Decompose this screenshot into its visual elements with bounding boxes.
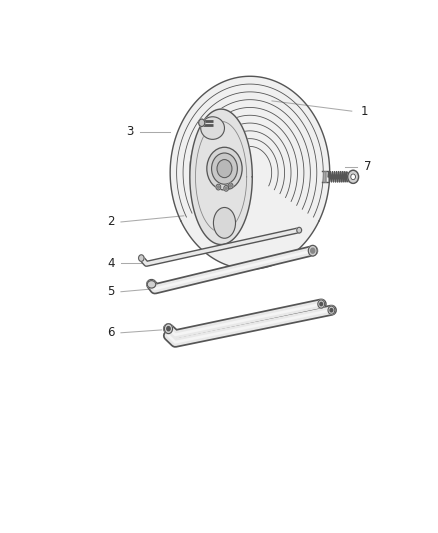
Circle shape (164, 324, 173, 334)
Text: 4: 4 (107, 256, 115, 270)
Circle shape (217, 186, 219, 188)
Circle shape (320, 302, 322, 306)
Circle shape (167, 327, 170, 330)
Circle shape (224, 185, 229, 191)
Text: 5: 5 (107, 285, 115, 298)
Circle shape (348, 170, 359, 183)
Ellipse shape (147, 281, 156, 288)
Text: 3: 3 (126, 125, 134, 138)
Text: 1: 1 (360, 104, 368, 118)
Circle shape (308, 245, 317, 256)
Circle shape (199, 119, 205, 126)
Circle shape (207, 147, 242, 190)
Text: 7: 7 (364, 160, 371, 173)
Circle shape (225, 187, 227, 190)
Polygon shape (190, 109, 252, 245)
Circle shape (330, 309, 333, 312)
Circle shape (212, 153, 237, 184)
Ellipse shape (201, 117, 224, 139)
Text: 2: 2 (107, 215, 115, 229)
Circle shape (351, 174, 356, 180)
Circle shape (230, 184, 232, 187)
Circle shape (297, 227, 301, 233)
Polygon shape (170, 76, 330, 269)
Ellipse shape (213, 207, 236, 238)
Text: 6: 6 (107, 326, 115, 340)
Circle shape (228, 183, 233, 189)
Circle shape (138, 255, 144, 261)
Circle shape (311, 248, 315, 253)
Circle shape (318, 300, 325, 308)
Circle shape (328, 306, 335, 314)
Circle shape (217, 159, 232, 177)
Circle shape (216, 184, 221, 190)
